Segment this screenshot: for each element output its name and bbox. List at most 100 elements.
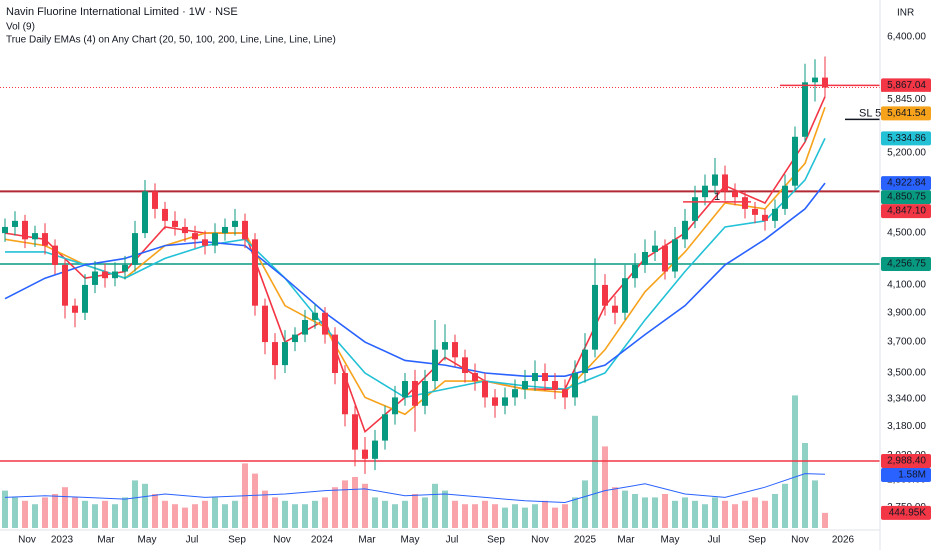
candle-body: [512, 389, 518, 398]
indicator-label: True Daily EMAs (4) on Any Chart (20, 50…: [6, 35, 336, 46]
candle-body: [232, 220, 238, 227]
y-tick-label: 4,500.00: [887, 228, 926, 239]
price-label: 4,847.10: [887, 206, 926, 217]
price-label-box: [881, 505, 931, 520]
candle-body: [132, 233, 138, 265]
candle-body: [642, 251, 648, 265]
volume-bar: [52, 494, 58, 528]
price-label-box: [881, 453, 931, 468]
candle-body: [792, 136, 798, 186]
price-label-box: [881, 78, 931, 93]
candle-body: [592, 284, 598, 350]
volume-bar: [692, 500, 698, 528]
candle-body: [312, 312, 318, 320]
volume-bar: [682, 497, 688, 528]
y-tick-label: 4,100.00: [887, 280, 926, 291]
candle-body: [112, 271, 118, 279]
price-label-box: [881, 106, 931, 121]
x-tick-label: 2026: [832, 535, 855, 546]
candle-body: [542, 373, 548, 382]
candle-body: [562, 389, 568, 398]
candle-body: [142, 191, 148, 234]
volume-bar: [482, 500, 488, 528]
candle-body: [442, 342, 448, 350]
candle-body: [572, 373, 578, 398]
volume-bar: [282, 500, 288, 528]
volume-bar: [742, 500, 748, 528]
x-tick-label: May: [138, 535, 157, 546]
y-tick-label: 5,200.00: [887, 147, 926, 158]
volume-bar: [422, 497, 428, 528]
volume-bar: [442, 490, 448, 528]
volume-bar: [92, 504, 98, 528]
price-label: 4,850.75: [887, 192, 926, 203]
candle-body: [352, 414, 358, 450]
volume-bar: [812, 480, 818, 528]
candle-body: [752, 208, 758, 215]
x-tick-label: 2024: [311, 535, 334, 546]
volume-bar: [212, 497, 218, 528]
volume-bar: [222, 504, 228, 528]
volume-bar: [62, 487, 68, 528]
volume-bar: [702, 504, 708, 528]
annotation: SL 55: [859, 107, 887, 119]
x-tick-label: Jul: [708, 535, 721, 546]
candle-body: [422, 381, 428, 406]
volume-bar: [542, 500, 548, 528]
candle-body: [62, 264, 68, 306]
candle-body: [732, 191, 738, 198]
candle-body: [412, 381, 418, 406]
candle-body: [392, 397, 398, 415]
volume-bar: [2, 490, 8, 528]
volume-bar: [802, 443, 808, 528]
volume-bar: [402, 500, 408, 528]
volume-bar: [492, 504, 498, 528]
volume-bar: [712, 497, 718, 528]
candle-body: [522, 381, 528, 390]
candle-body: [602, 284, 608, 306]
price-label: 2,988.40: [887, 456, 926, 467]
candle-body: [92, 271, 98, 285]
y-tick-label: 3,340.00: [887, 394, 926, 405]
volume-bar: [522, 507, 528, 528]
volume-bar: [472, 504, 478, 528]
candle-body: [672, 239, 678, 272]
price-label-box: [881, 176, 931, 191]
volume-bar: [162, 500, 168, 528]
candle-body: [322, 312, 328, 335]
x-tick-label: Sep: [748, 535, 766, 546]
y-tick-label: 3,180.00: [887, 421, 926, 432]
volume-bar: [512, 504, 518, 528]
volume-bar: [372, 497, 378, 528]
candle-body: [172, 220, 178, 227]
volume-bar: [132, 480, 138, 528]
volume-bar: [182, 507, 188, 528]
price-label-box: [881, 467, 931, 482]
candle-body: [762, 214, 768, 221]
candle-body: [502, 397, 508, 406]
x-tick-label: Mar: [358, 535, 376, 546]
volume-bar: [322, 497, 328, 528]
candle-body: [492, 397, 498, 406]
volume-bar: [762, 500, 768, 528]
candle-body: [452, 342, 458, 358]
volume-bar: [202, 500, 208, 528]
volume-bar: [292, 504, 298, 528]
candle-body: [812, 77, 818, 83]
x-tick-label: Mar: [97, 535, 115, 546]
x-tick-label: Jul: [186, 535, 199, 546]
candle-body: [402, 381, 408, 398]
candle-body: [162, 208, 168, 221]
x-tick-label: Mar: [617, 535, 635, 546]
candle-body: [192, 233, 198, 240]
volume-bar: [732, 504, 738, 528]
currency-label: INR: [897, 8, 914, 19]
price-label: 4,256.75: [887, 259, 926, 270]
volume-bar: [772, 494, 778, 528]
candle-body: [292, 334, 298, 343]
volume-bar: [152, 494, 158, 528]
volume-bar: [252, 473, 258, 528]
x-tick-label: Nov: [18, 535, 36, 546]
y-tick-label: 3,700.00: [887, 337, 926, 348]
volume-bar: [332, 487, 338, 528]
